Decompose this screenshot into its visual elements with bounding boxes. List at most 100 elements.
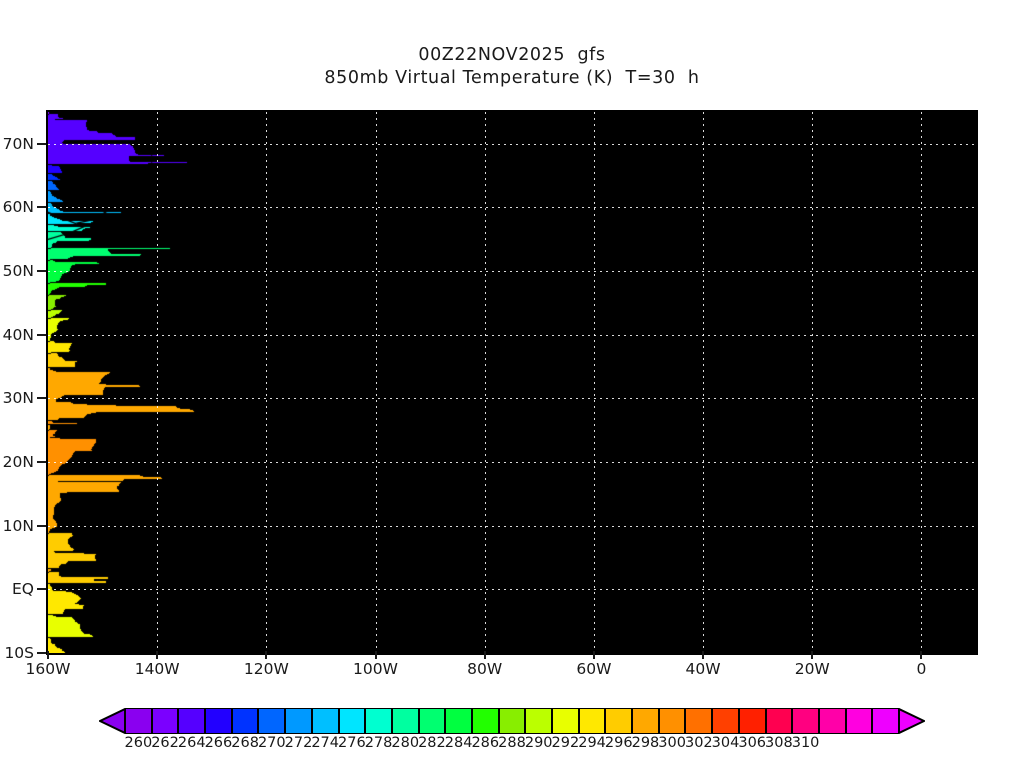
latitude-tick-label: 30N xyxy=(2,389,34,408)
latitude-tick-label: 50N xyxy=(2,262,34,281)
colorbar-swatch xyxy=(738,708,766,734)
colorbar-swatch xyxy=(365,708,392,734)
latitude-tick-mark xyxy=(37,397,46,400)
colorbar-tick-label: 270 xyxy=(257,735,286,751)
colorbar-swatch xyxy=(231,708,259,734)
longitude-tick-mark xyxy=(811,651,814,659)
colorbar-tick-label: 304 xyxy=(711,735,740,751)
longitude-tick-label: 40W xyxy=(685,660,721,678)
latitude-tick-mark xyxy=(37,142,46,145)
latitude-tick-label: 10S xyxy=(4,644,34,662)
colorbar-swatch xyxy=(205,708,232,734)
latitude-tick-mark xyxy=(37,652,46,654)
colorbar-tick-label: 282 xyxy=(418,735,446,751)
colorbar-tick-label: 278 xyxy=(364,735,393,751)
colorbar-swatch xyxy=(632,708,659,734)
colorbar-swatch xyxy=(498,708,526,734)
colorbar-swatch xyxy=(605,708,633,734)
colorbar-tick-labels: 260 262 264 266 268 270 272 274 276 278 280 282 284 2… xyxy=(99,735,925,757)
longitude-tick-mark xyxy=(702,651,705,659)
colorbar-swatch xyxy=(311,708,339,734)
colorbar-swatch xyxy=(445,708,472,734)
colorbar-tick-label: 266 xyxy=(204,735,233,751)
colorbar-swatch xyxy=(285,708,312,734)
colorbar-tick-label: 274 xyxy=(311,735,340,751)
latitude-tick-mark xyxy=(37,588,46,591)
colorbar-tick-label: 272 xyxy=(284,735,313,751)
longitude-tick-label: 100W xyxy=(353,660,398,678)
longitude-tick-label: 20W xyxy=(794,660,830,678)
colorbar-swatch xyxy=(578,708,606,734)
latitude-tick-label: EQ xyxy=(12,580,34,599)
longitude-tick-label: 0 xyxy=(916,660,927,678)
longitude-tick-label: 60W xyxy=(576,660,612,678)
latitude-tick-mark xyxy=(37,333,46,336)
latitude-tick-label: 70N xyxy=(2,134,34,153)
colorbar: 260 262 264 266 268 270 272 274 276 278 280 282 284 2… xyxy=(0,702,1024,762)
colorbar-over-arrow xyxy=(898,708,925,734)
page-title: 00Z22NOV2025 gfs xyxy=(418,45,606,65)
colorbar-swatch xyxy=(525,708,552,734)
colorbar-swatch xyxy=(418,708,446,734)
latitude-tick-label: 10N xyxy=(2,516,34,535)
temperature-contour-map xyxy=(48,112,976,653)
colorbar-swatch xyxy=(178,708,206,734)
colorbar-swatch xyxy=(685,708,713,734)
colorbar-swatch xyxy=(845,708,873,734)
colorbar-swatch xyxy=(658,708,686,734)
colorbar-tick-label: 294 xyxy=(578,735,606,751)
longitude-tick-mark xyxy=(265,651,268,659)
colorbar-swatch xyxy=(471,708,499,734)
colorbar-tick-label: 308 xyxy=(765,735,793,751)
latitude-tick-mark xyxy=(37,461,46,464)
latitude-tick-mark xyxy=(37,206,46,209)
colorbar-swatch xyxy=(552,708,579,734)
colorbar-tick-label: 264 xyxy=(177,735,206,751)
latitude-tick-label: 20N xyxy=(2,453,34,472)
longitude-tick-label: 160W xyxy=(25,660,71,678)
colorbar-tick-label: 262 xyxy=(151,735,179,751)
longitude-tick-label: 80W xyxy=(467,660,503,678)
map-plot-area xyxy=(46,110,978,655)
colorbar-tick-label: 286 xyxy=(471,735,500,751)
colorbar-tick-label: 310 xyxy=(791,735,820,751)
colorbar-swatch xyxy=(818,708,846,734)
colorbar-swatch xyxy=(872,708,899,734)
colorbar-tick-label: 300 xyxy=(658,735,686,751)
colorbar-tick-label: 284 xyxy=(444,735,473,751)
longitude-tick-mark xyxy=(592,651,595,659)
colorbar-swatch xyxy=(338,708,366,734)
colorbar-swatch xyxy=(792,708,819,734)
chart-title-block: 00Z22NOV2025 gfs 850mb Virtual Temperatu… xyxy=(0,44,1024,90)
colorbar-tick-label: 306 xyxy=(738,735,767,751)
longitude-tick-mark xyxy=(374,651,377,659)
colorbar-tick-label: 290 xyxy=(524,735,553,751)
latitude-tick-label: 60N xyxy=(2,198,34,217)
colorbar-swatch xyxy=(391,708,419,734)
colorbar-tick-label: 302 xyxy=(684,735,713,751)
longitude-tick-mark xyxy=(47,651,49,659)
colorbar-swatch xyxy=(125,708,152,734)
colorbar-swatches xyxy=(99,708,925,734)
colorbar-tick-label: 268 xyxy=(231,735,259,751)
colorbar-tick-label: 260 xyxy=(124,735,153,751)
colorbar-tick-label: 276 xyxy=(338,735,366,751)
colorbar-under-arrow xyxy=(99,708,125,734)
colorbar-swatch xyxy=(765,708,793,734)
colorbar-tick-label: 298 xyxy=(631,735,660,751)
latitude-tick-label: 40N xyxy=(2,325,34,344)
longitude-tick-label: 140W xyxy=(134,660,180,678)
colorbar-tick-label: 292 xyxy=(551,735,580,751)
colorbar-swatch xyxy=(712,708,739,734)
latitude-tick-mark xyxy=(37,524,46,527)
latitude-tick-mark xyxy=(37,270,46,273)
colorbar-tick-label: 288 xyxy=(498,735,526,751)
colorbar-swatch xyxy=(151,708,179,734)
longitude-tick-label: 120W xyxy=(243,660,289,678)
longitude-tick-mark xyxy=(483,651,486,659)
colorbar-swatch xyxy=(258,708,286,734)
colorbar-tick-label: 280 xyxy=(391,735,420,751)
longitude-tick-mark xyxy=(920,651,923,659)
chart-subtitle: 850mb Virtual Temperature (K) T=30 h xyxy=(324,68,700,88)
colorbar-tick-label: 296 xyxy=(604,735,633,751)
